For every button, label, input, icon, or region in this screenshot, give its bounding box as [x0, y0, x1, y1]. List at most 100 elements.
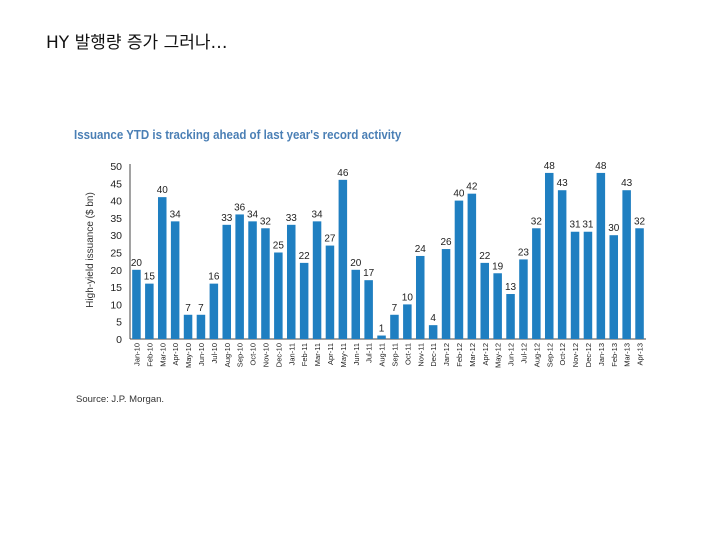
bar — [248, 221, 257, 339]
x-tick-label: Oct-11 — [403, 343, 412, 365]
bar — [570, 231, 580, 339]
x-tick-label: Oct-10 — [249, 343, 258, 366]
bar-value-label: 22 — [299, 251, 311, 262]
axes — [129, 164, 646, 340]
bar — [467, 193, 477, 339]
x-tick-label: Dec-10 — [274, 343, 283, 367]
bar — [364, 280, 373, 339]
bar-value-label: 40 — [453, 189, 465, 200]
bar — [493, 273, 502, 339]
bar — [415, 255, 425, 339]
bar — [454, 200, 464, 339]
bars — [132, 172, 644, 339]
x-tick-label: Dec-11 — [429, 343, 438, 367]
bar — [261, 228, 270, 339]
bar-value-label: 26 — [440, 237, 452, 248]
bar — [132, 269, 141, 339]
bar — [635, 228, 644, 339]
y-tick-label: 25 — [110, 248, 122, 260]
x-tick-label: Mar-11 — [313, 343, 322, 366]
bar-value-label: 46 — [337, 168, 349, 179]
source-note: Source: J.P. Morgan. — [76, 394, 165, 405]
bar-value-label: 17 — [363, 268, 375, 279]
bar-value-label: 32 — [260, 216, 272, 227]
x-tick-label: Feb-13 — [610, 343, 619, 367]
slide-title: HY 발행량 증가 그러나… — [46, 33, 228, 53]
bar-value-label: 32 — [634, 216, 646, 227]
x-tick-label: Jun-11 — [352, 343, 361, 365]
bar — [622, 190, 631, 339]
x-tick-label: Mar-10 — [158, 343, 167, 367]
bar-value-label: 25 — [273, 241, 285, 252]
bar-value-label: 10 — [402, 292, 414, 303]
y-tick-label: 10 — [110, 299, 122, 311]
bar-value-label: 32 — [531, 216, 543, 227]
bar — [377, 335, 386, 339]
bar-value-label: 4 — [430, 313, 436, 324]
x-tick-label: Apr-10 — [171, 343, 180, 366]
x-tick-label: Jan-12 — [442, 343, 451, 366]
y-tick-label: 50 — [110, 161, 122, 173]
x-tick-label: May-10 — [184, 343, 193, 368]
bar — [583, 231, 593, 339]
bar-value-label: 40 — [157, 185, 169, 196]
bar-value-label: 43 — [557, 178, 569, 189]
bar — [170, 221, 180, 339]
x-tick-label: Mar-13 — [623, 343, 632, 367]
y-tick-label: 0 — [116, 334, 122, 346]
chart-title: Issuance YTD is tracking ahead of last y… — [74, 128, 402, 142]
bar-value-label: 30 — [608, 223, 620, 234]
bar-value-label: 15 — [144, 272, 156, 283]
bar — [609, 235, 619, 339]
bar — [532, 228, 541, 339]
x-tick-label: Sep-10 — [236, 343, 245, 367]
bar — [428, 325, 438, 339]
bar-value-label: 7 — [392, 303, 398, 314]
bar — [596, 172, 606, 339]
x-tick-label: Jun-12 — [507, 343, 516, 366]
x-tick-label: Jul-10 — [210, 343, 219, 363]
bar — [325, 245, 335, 339]
bar — [557, 190, 567, 339]
x-tick-label: Aug-10 — [223, 343, 232, 367]
y-tick-label: 35 — [110, 213, 122, 225]
x-tick-label: Sep-11 — [390, 343, 399, 367]
bar — [351, 269, 361, 339]
bar-value-label: 22 — [479, 251, 491, 262]
bar-value-label: 27 — [324, 234, 336, 245]
y-tick-label: 40 — [110, 196, 122, 208]
bar — [274, 252, 283, 339]
bar-value-label: 34 — [170, 209, 182, 220]
x-tick-label: Sep-12 — [545, 343, 554, 367]
bar-value-label: 31 — [569, 220, 581, 231]
bar-value-label: 42 — [466, 182, 478, 193]
y-tick-label: 5 — [116, 317, 122, 329]
x-tick-label: Jul-11 — [365, 343, 374, 363]
y-axis-label: High-yield issuance ($ bn) — [85, 192, 96, 308]
x-tick-label: Apr-11 — [326, 343, 335, 365]
x-tick-label: Jul-12 — [519, 343, 528, 363]
bar — [403, 304, 412, 339]
x-tick-label: Apr-12 — [481, 343, 490, 366]
bar-value-label: 36 — [234, 202, 246, 213]
x-ticks: Jan-10 Feb-10 Mar-10 Apr-10 May-10 Jun-10 Jul-… — [132, 343, 644, 368]
bar-value-label: 7 — [198, 303, 204, 314]
bar — [441, 249, 451, 339]
bar-value-label: 33 — [221, 213, 233, 224]
bar — [519, 259, 528, 339]
bar — [222, 224, 232, 339]
bar — [196, 314, 206, 339]
x-tick-label: Oct-12 — [558, 343, 567, 366]
bar-value-label: 23 — [518, 247, 530, 258]
bar — [390, 314, 399, 339]
bar — [312, 221, 322, 339]
bar-value-label: 33 — [286, 213, 298, 224]
bar-value-label: 34 — [247, 209, 259, 220]
x-tick-label: Feb-10 — [145, 343, 154, 367]
bar — [544, 172, 554, 339]
x-tick-label: Nov-11 — [416, 343, 425, 367]
x-tick-label: Feb-11 — [300, 343, 309, 366]
bar — [338, 179, 348, 339]
